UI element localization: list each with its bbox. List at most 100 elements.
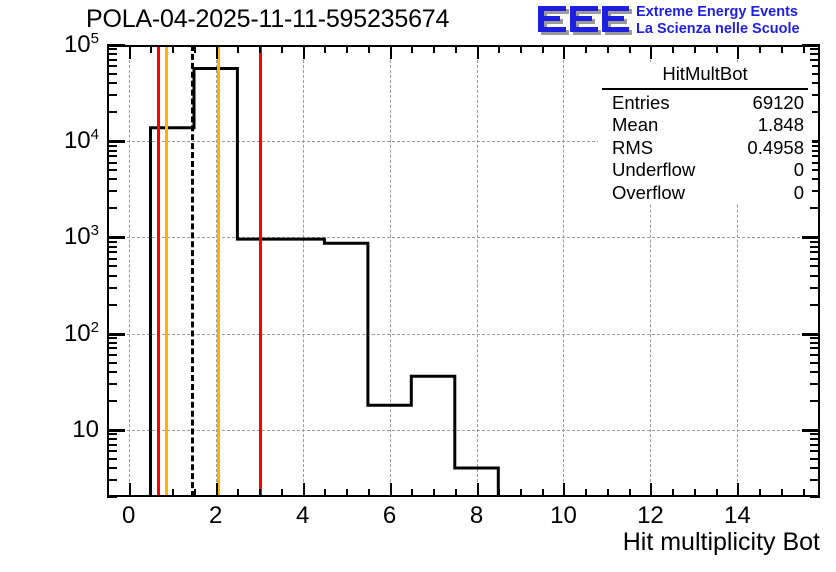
grid-line-horizontal	[107, 237, 820, 239]
y-tick-minor-right	[810, 286, 820, 289]
y-tick-minor	[107, 161, 117, 164]
stats-row: Entries 69120	[598, 92, 812, 115]
x-tick-major-top	[563, 45, 566, 59]
y-tick-major-right	[802, 332, 820, 336]
y-tick-minor-right	[810, 443, 820, 446]
y-tick-minor	[107, 111, 117, 114]
x-tick-minor	[411, 489, 414, 497]
y-tick-minor-right	[810, 303, 820, 306]
x-axis-title: Hit multiplicity Bot	[622, 528, 820, 556]
y-tick-minor-right	[810, 479, 820, 482]
x-tick-minor-top	[454, 45, 457, 53]
y-tick-minor-right	[810, 336, 820, 339]
grid-line-horizontal	[107, 333, 820, 335]
stats-row: RMS 0.4958	[598, 137, 812, 160]
x-tick-minor-top	[433, 45, 436, 53]
x-tick-minor-top	[172, 45, 175, 53]
y-tick-minor	[107, 341, 117, 344]
y-tick-minor-right	[810, 245, 820, 248]
x-tick-label: 0	[122, 502, 136, 529]
stats-row: Underflow 0	[598, 159, 812, 182]
y-tick-minor-right	[810, 467, 820, 470]
x-tick-major-top	[128, 45, 131, 59]
stats-rows: Entries 69120 Mean 1.848 RMS 0.4958 Underflow 0…	[598, 92, 812, 205]
x-tick-minor-top	[259, 45, 262, 53]
grid-line-vertical	[389, 45, 391, 497]
y-tick-major-right	[802, 44, 820, 47]
x-tick-label: 2	[209, 502, 223, 529]
y-tick-minor-right	[810, 149, 820, 152]
y-tick-label: 103	[63, 222, 99, 251]
x-tick-major	[563, 483, 566, 497]
y-tick-minor	[107, 433, 117, 436]
grid-line-vertical	[650, 45, 652, 497]
y-tick-major-right	[802, 236, 820, 240]
y-tick-minor-right	[810, 457, 820, 460]
y-tick-minor	[107, 169, 117, 172]
y-tick-minor	[107, 48, 117, 51]
stats-row-label: Underflow	[612, 159, 696, 180]
eee-logo-line1: Extreme Energy Events	[636, 4, 798, 20]
x-tick-major	[128, 483, 131, 497]
x-tick-minor-top	[672, 45, 675, 53]
x-tick-minor	[346, 489, 349, 497]
y-tick-minor-right	[810, 155, 820, 158]
stats-row: Mean 1.848	[598, 114, 812, 137]
x-tick-minor-top	[280, 45, 283, 53]
y-tick-minor	[107, 353, 117, 356]
grid-line-vertical	[302, 45, 304, 497]
eee-logo: Extreme Energy Events La Scienza nelle S…	[536, 2, 836, 42]
y-tick-major-right	[802, 428, 820, 432]
grid-line-horizontal	[107, 429, 820, 431]
y-tick-minor-right	[810, 265, 820, 268]
y-tick-minor	[107, 479, 117, 482]
y-tick-label: 105	[63, 30, 99, 58]
y-tick-minor	[107, 240, 117, 243]
y-tick-minor	[107, 274, 117, 277]
x-tick-major-top	[215, 45, 218, 59]
y-tick-minor-right	[810, 65, 820, 68]
y-tick-minor-right	[810, 240, 820, 243]
y-tick-minor	[107, 286, 117, 289]
y-tick-minor	[107, 382, 117, 385]
x-tick-minor-top	[237, 45, 240, 53]
y-tick-minor-right	[810, 353, 820, 356]
stats-row-label: Overflow	[612, 181, 685, 203]
y-tick-minor-right	[810, 347, 820, 350]
y-tick-minor-right	[810, 169, 820, 172]
x-tick-minor-top	[759, 45, 762, 53]
stats-row-value: 0.4958	[747, 136, 804, 158]
x-tick-minor	[585, 489, 588, 497]
y-tick-minor-right	[810, 111, 820, 114]
y-tick-minor-right	[810, 72, 820, 75]
y-tick-minor	[107, 58, 117, 61]
plot-frame	[107, 45, 820, 497]
y-tick-minor-right	[810, 433, 820, 436]
red-lower-limit	[157, 45, 161, 497]
x-tick-major	[737, 483, 740, 497]
x-tick-minor-top	[498, 45, 501, 53]
y-tick-label: 104	[63, 126, 99, 155]
y-tick-minor	[107, 178, 117, 181]
mean-dashed-line	[191, 45, 195, 497]
red-upper-limit	[259, 45, 263, 497]
y-tick-minor-right	[810, 190, 820, 193]
x-tick-label: 4	[295, 502, 310, 529]
y-tick-label: 10	[72, 415, 99, 443]
x-tick-minor	[150, 489, 153, 497]
stats-row-value: 1.848	[757, 114, 804, 135]
y-tick-minor-right	[810, 82, 820, 85]
x-tick-minor	[454, 489, 457, 497]
x-tick-major	[476, 483, 479, 497]
stats-row-value: 69120	[752, 91, 804, 113]
x-tick-label: 12	[637, 502, 664, 529]
x-tick-minor	[628, 489, 631, 497]
x-tick-minor-top	[367, 45, 370, 53]
y-tick-minor-right	[810, 207, 820, 210]
grid-line-vertical	[563, 45, 565, 497]
x-tick-minor	[498, 489, 501, 497]
stats-box[interactable]: HitMultBot Entries 69120 Mean 1.848 RMS 0.495…	[598, 62, 812, 204]
y-tick-minor	[107, 53, 117, 56]
y-tick-minor	[107, 245, 117, 248]
stats-row-label: RMS	[612, 136, 654, 158]
